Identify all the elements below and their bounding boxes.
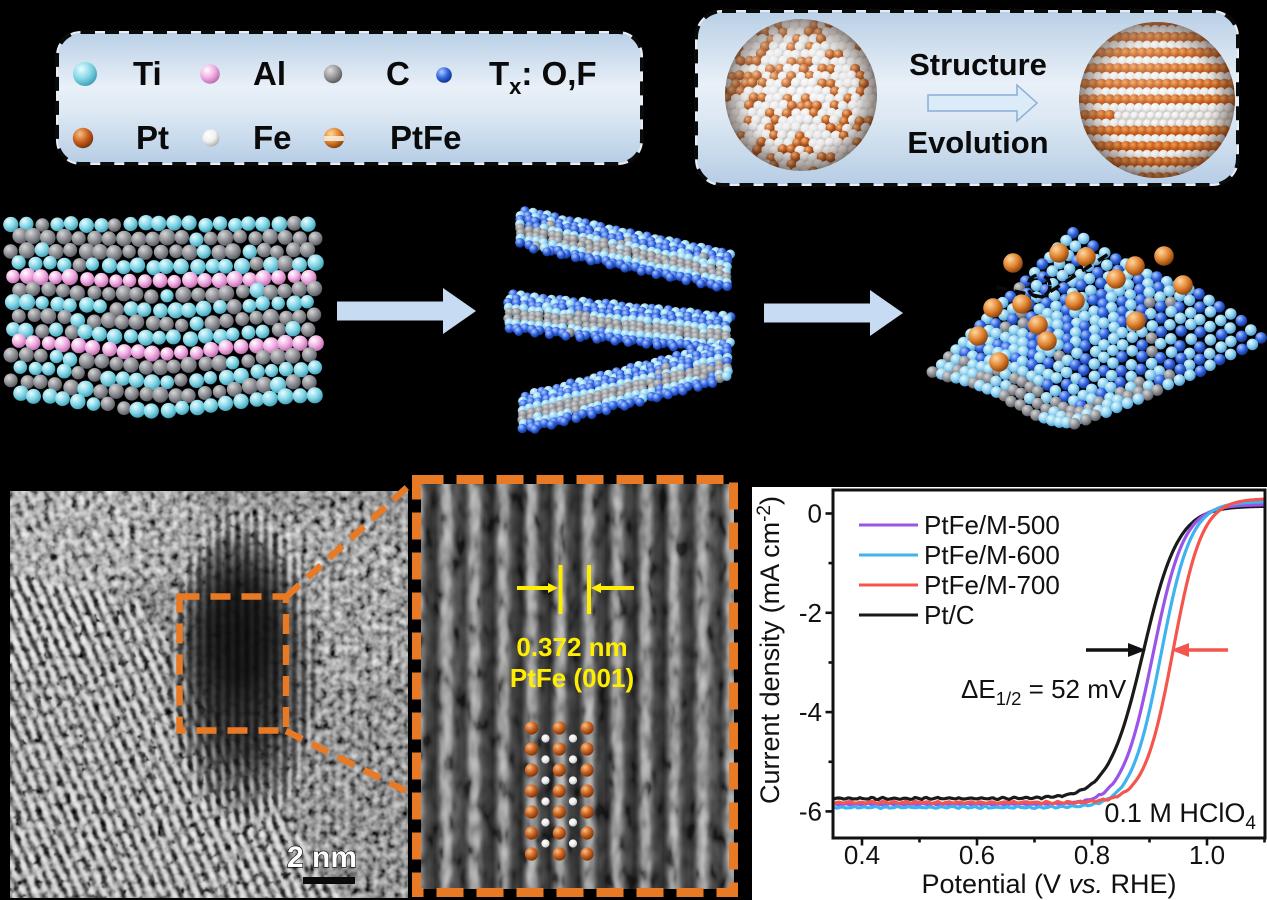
svg-text:2 nm: 2 nm [287,841,357,874]
svg-text:PtFe: PtFe [390,119,462,156]
svg-text:Pt: Pt [136,119,169,156]
svg-text:C: C [386,55,410,92]
svg-text:Structure: Structure [909,47,1047,82]
svg-text:PtFe/M-700: PtFe/M-700 [924,570,1060,600]
svg-text:Fe: Fe [253,119,292,156]
svg-text:-6: -6 [799,796,822,826]
svg-text:0: 0 [808,499,822,529]
svg-text:Ti: Ti [133,55,162,92]
svg-text:Current density (mA cm-2): Current density (mA cm-2) [754,496,785,804]
svg-text:Pt/C: Pt/C [924,600,975,630]
svg-text:PtFe/M-500: PtFe/M-500 [924,510,1060,540]
svg-text:Potential (V vs. RHE): Potential (V vs. RHE) [921,869,1176,899]
svg-text:-2: -2 [799,598,822,628]
svg-text:0.8: 0.8 [1074,840,1110,870]
svg-text:0.6: 0.6 [959,840,995,870]
svg-text:PtFe/M-600: PtFe/M-600 [924,540,1060,570]
svg-text:PtFe (001): PtFe (001) [510,663,634,693]
svg-text:Al: Al [253,55,286,92]
svg-text:-4: -4 [799,697,822,727]
svg-text:0.4: 0.4 [844,840,880,870]
svg-text:ΔE1/2 = 52 mV: ΔE1/2 = 52 mV [961,674,1127,709]
svg-text:0.372 nm: 0.372 nm [516,632,627,662]
svg-text:Tx: O,F: Tx: O,F [489,55,597,99]
svg-text:Evolution: Evolution [907,125,1048,160]
svg-text:1.0: 1.0 [1189,840,1225,870]
